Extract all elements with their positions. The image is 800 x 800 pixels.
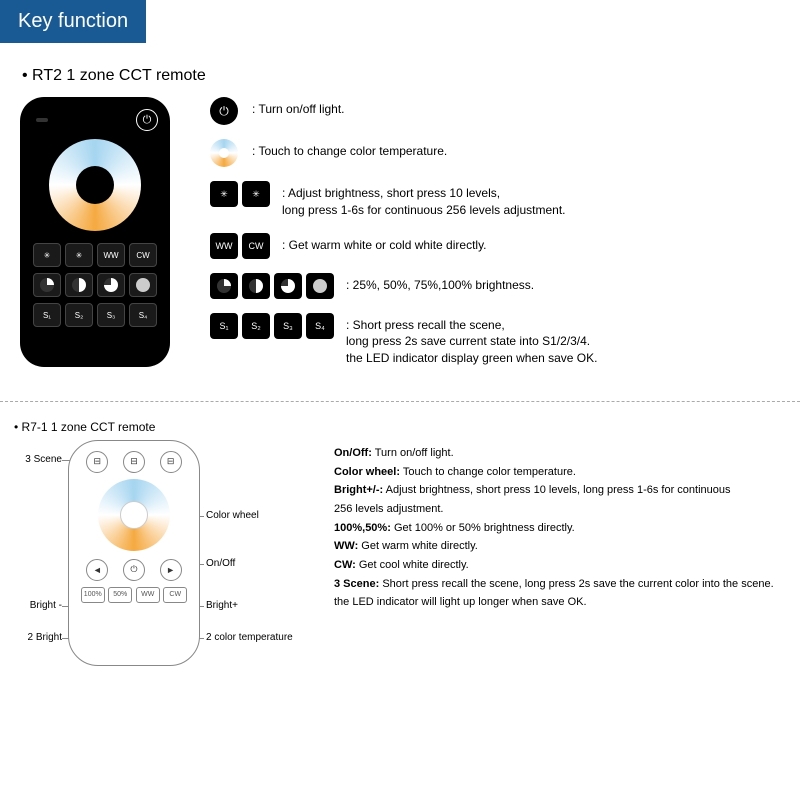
r7-50-button: 50%	[108, 587, 132, 603]
r7-scene2-button: ⊟	[123, 451, 145, 473]
s1-icon: S₁	[210, 313, 238, 339]
ww-button: WW	[97, 243, 125, 267]
r7-legend-l1: On/Off: Turn on/off light.	[334, 444, 786, 463]
r7-100-button: 100%	[81, 587, 105, 603]
r7-legend-l5: WW: Get warm white directly.	[334, 537, 786, 556]
pct25-button	[33, 273, 61, 297]
led-indicator	[36, 118, 48, 122]
power-icon: ⏻	[210, 97, 238, 125]
rt2-legend: ⏻ : Turn on/off light. : Touch to change…	[210, 97, 780, 381]
r7-bright-plus-button: ►	[160, 559, 182, 581]
bright-minus-icon: ✳	[210, 181, 238, 207]
pct100-button	[129, 273, 157, 297]
legend-bright: : Adjust brightness, short press 10 leve…	[282, 181, 566, 219]
r7-legend-l4: 100%,50%: Get 100% or 50% brightness dir…	[334, 519, 786, 538]
rt2-section: ⏻ ✳ ✳ WW CW S₁ S₂ S₃ S₄ ⏻ : Turn on/off …	[0, 97, 800, 381]
r7-remote-diagram: 3 Scene Bright - 2 Bright Color wheel On…	[14, 440, 314, 680]
r7-power-button: ⏻	[123, 559, 145, 581]
legend-percent: : 25%, 50%, 75%,100% brightness.	[346, 273, 534, 294]
pct50-icon	[242, 273, 270, 299]
label-3scene: 3 Scene	[14, 454, 62, 465]
label-2color-temp: 2 color temperature	[206, 632, 293, 643]
s3-icon: S₃	[274, 313, 302, 339]
rt2-title: RT2 1 zone CCT remote	[0, 63, 800, 97]
r7-legend: On/Off: Turn on/off light. Color wheel: …	[334, 440, 786, 680]
pct75-icon	[274, 273, 302, 299]
r7-legend-l3b: 256 levels adjustment.	[334, 500, 786, 519]
r7-section: 3 Scene Bright - 2 Bright Color wheel On…	[0, 440, 800, 680]
r7-scene1-button: ⊟	[86, 451, 108, 473]
section-divider	[0, 401, 800, 402]
wheel-icon	[210, 139, 238, 167]
r7-scene3-button: ⊟	[160, 451, 182, 473]
cw-button: CW	[129, 243, 157, 267]
s2-button: S₂	[65, 303, 93, 327]
label-bright-plus: Bright+	[206, 600, 238, 611]
label-2bright: 2 Bright	[14, 632, 62, 643]
header-title: Key function	[0, 0, 146, 43]
power-button: ⏻	[136, 109, 158, 131]
rt2-remote: ⏻ ✳ ✳ WW CW S₁ S₂ S₃ S₄	[20, 97, 170, 367]
s3-button: S₃	[97, 303, 125, 327]
r7-remote: ⊟ ⊟ ⊟ ◄ ⏻ ► 100% 50% WW CW	[68, 440, 200, 666]
r7-color-wheel	[98, 479, 170, 551]
r7-cw-button: CW	[163, 587, 187, 603]
bright-minus-button: ✳	[33, 243, 61, 267]
s2-icon: S₂	[242, 313, 270, 339]
pct50-button	[65, 273, 93, 297]
r7-legend-l3: Bright+/-: Adjust brightness, short pres…	[334, 481, 786, 500]
pct100-icon	[306, 273, 334, 299]
r7-legend-l6: CW: Get cool white directly.	[334, 556, 786, 575]
legend-scene: : Short press recall the scene, long pre…	[346, 313, 597, 367]
r7-legend-l7: 3 Scene: Short press recall the scene, l…	[334, 575, 786, 594]
bright-plus-icon: ✳	[242, 181, 270, 207]
r7-bright-minus-button: ◄	[86, 559, 108, 581]
pct75-button	[97, 273, 125, 297]
label-bright-minus: Bright -	[14, 600, 62, 611]
legend-wwcw: : Get warm white or cold white directly.	[282, 233, 487, 254]
s4-icon: S₄	[306, 313, 334, 339]
r7-ww-button: WW	[136, 587, 160, 603]
cw-icon: CW	[242, 233, 270, 259]
r7-legend-l2: Color wheel: Touch to change color tempe…	[334, 463, 786, 482]
pct25-icon	[210, 273, 238, 299]
s4-button: S₄	[129, 303, 157, 327]
r7-legend-l7b: the LED indicator will light up longer w…	[334, 593, 786, 612]
ww-icon: WW	[210, 233, 238, 259]
label-color-wheel: Color wheel	[206, 510, 259, 521]
r7-title: R7-1 1 zone CCT remote	[0, 410, 800, 440]
legend-wheel: : Touch to change color temperature.	[252, 139, 447, 160]
color-wheel	[49, 139, 141, 231]
s1-button: S₁	[33, 303, 61, 327]
label-onoff: On/Off	[206, 558, 235, 569]
bright-plus-button: ✳	[65, 243, 93, 267]
legend-power: : Turn on/off light.	[252, 97, 345, 118]
